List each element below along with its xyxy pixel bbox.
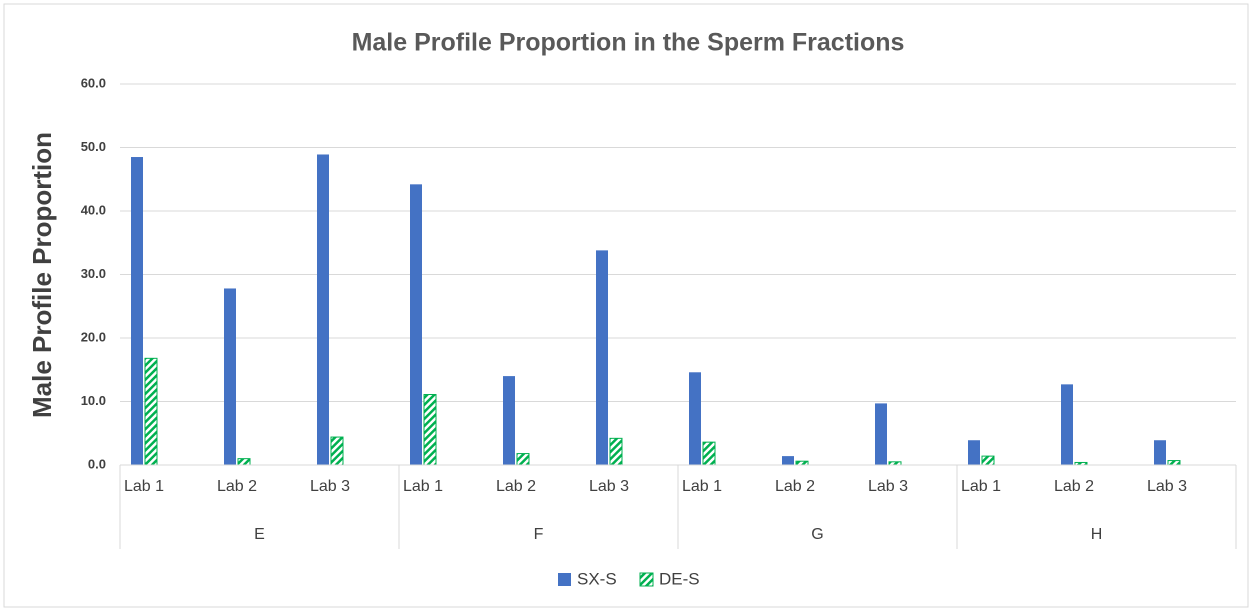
y-tick-label: 60.0 [81,75,106,90]
bar [1167,460,1181,466]
y-axis-label: Male Profile Proportion [27,132,57,418]
bar [702,441,716,466]
y-tick-label: 40.0 [81,202,106,217]
bar [782,456,794,465]
bar [131,157,143,465]
y-tick-label: 10.0 [81,393,106,408]
x-tick-label: Lab 3 [589,478,629,495]
bar [795,460,809,466]
legend-swatch [639,572,654,587]
bar [981,455,995,466]
bar [968,440,980,465]
x-tick-label: Lab 2 [1054,478,1094,495]
bar [237,458,251,466]
group-label: E [254,526,265,543]
legend-label: SX-S [577,569,617,588]
bar [689,372,701,465]
bar [144,357,158,466]
legend-swatch [558,573,571,586]
x-tick-label: Lab 1 [124,478,164,495]
chart-title: Male Profile Proportion in the Sperm Fra… [352,29,905,57]
chart-border [3,3,1249,608]
x-tick-label: Lab 3 [310,478,350,495]
group-label: H [1091,526,1103,543]
x-tick-label: Lab 1 [403,478,443,495]
bar [410,184,422,465]
bar [503,376,515,465]
x-tick-label: Lab 2 [775,478,815,495]
y-tick-label: 30.0 [81,266,106,281]
legend-label: DE-S [659,569,700,588]
group-label: G [811,526,823,543]
bar [330,436,344,466]
x-tick-label: Lab 2 [217,478,257,495]
x-tick-label: Lab 1 [961,478,1001,495]
group-label: F [534,526,544,543]
y-tick-label: 20.0 [81,329,106,344]
bar [1061,384,1073,465]
x-tick-label: Lab 1 [682,478,722,495]
bar [1154,440,1166,465]
y-tick-label: 0.0 [88,456,106,471]
x-tick-label: Lab 3 [868,478,908,495]
bar [423,394,437,466]
bar [317,154,329,466]
x-tick-label: Lab 2 [496,478,536,495]
bar [609,437,623,466]
bar [875,403,887,465]
bar [596,250,608,465]
bar [224,288,236,465]
bar [516,453,530,466]
y-tick-label: 50.0 [81,139,106,154]
x-tick-label: Lab 3 [1147,478,1187,495]
